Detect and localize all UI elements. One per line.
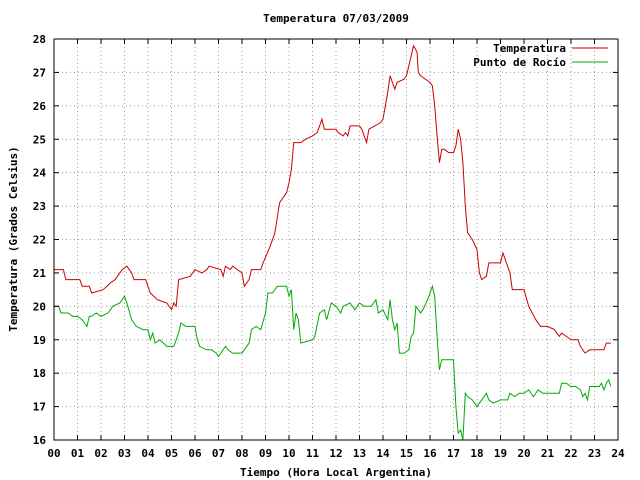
y-tick-label: 19 <box>33 334 46 347</box>
x-axis: 00 01 02 03 04 05 06 07 08 09 10 11 12 13 14 15 16 17 18 19… <box>47 39 625 460</box>
series-lines <box>54 44 612 441</box>
legend-label-0: Temperatura <box>493 42 566 55</box>
x-tick-label: 23 <box>588 447 601 460</box>
y-tick-label: 28 <box>33 33 46 46</box>
x-tick-label: 24 <box>611 447 625 460</box>
x-tick-label: 13 <box>353 447 366 460</box>
grid <box>54 39 618 440</box>
x-tick-label: 20 <box>517 447 530 460</box>
y-axis: 16 17 18 19 20 21 22 23 24 25 26 27 28 <box>33 33 618 447</box>
y-tick-label: 18 <box>33 367 46 380</box>
y-tick-label: 24 <box>33 167 47 180</box>
chart-title: Temperatura 07/03/2009 <box>263 12 409 25</box>
x-tick-label: 06 <box>188 447 202 460</box>
x-tick-label: 01 <box>71 447 85 460</box>
x-tick-label: 10 <box>282 447 295 460</box>
x-tick-label: 17 <box>447 447 460 460</box>
x-tick-label: 09 <box>259 447 272 460</box>
y-tick-label: 23 <box>33 200 46 213</box>
y-tick-label: 16 <box>33 434 47 447</box>
y-tick-label: 27 <box>33 66 46 79</box>
y-tick-label: 21 <box>33 267 47 280</box>
x-tick-label: 04 <box>141 447 155 460</box>
y-tick-label: 25 <box>33 133 46 146</box>
x-axis-label: Tiempo (Hora Local Argentina) <box>240 466 432 479</box>
y-tick-label: 20 <box>33 300 46 313</box>
y-axis-label: Temperatura (Grados Celsius) <box>7 146 20 331</box>
legend-label-1: Punto de Rocío <box>473 56 566 69</box>
x-tick-label: 14 <box>376 447 390 460</box>
y-tick-label: 22 <box>33 234 46 247</box>
y-tick-label: 26 <box>33 100 47 113</box>
y-tick-label: 17 <box>33 401 46 414</box>
x-tick-label: 00 <box>47 447 60 460</box>
x-tick-label: 07 <box>212 447 225 460</box>
x-tick-label: 22 <box>564 447 577 460</box>
x-tick-label: 02 <box>94 447 107 460</box>
x-tick-label: 08 <box>235 447 248 460</box>
series-line-0 <box>54 44 611 354</box>
x-tick-label: 12 <box>329 447 342 460</box>
x-tick-label: 18 <box>470 447 483 460</box>
x-tick-label: 16 <box>423 447 437 460</box>
x-tick-label: 11 <box>306 447 320 460</box>
series-line-1 <box>54 284 612 441</box>
x-tick-label: 15 <box>400 447 413 460</box>
x-tick-label: 21 <box>541 447 555 460</box>
x-tick-label: 19 <box>494 447 507 460</box>
x-tick-label: 05 <box>165 447 178 460</box>
x-tick-label: 03 <box>118 447 131 460</box>
